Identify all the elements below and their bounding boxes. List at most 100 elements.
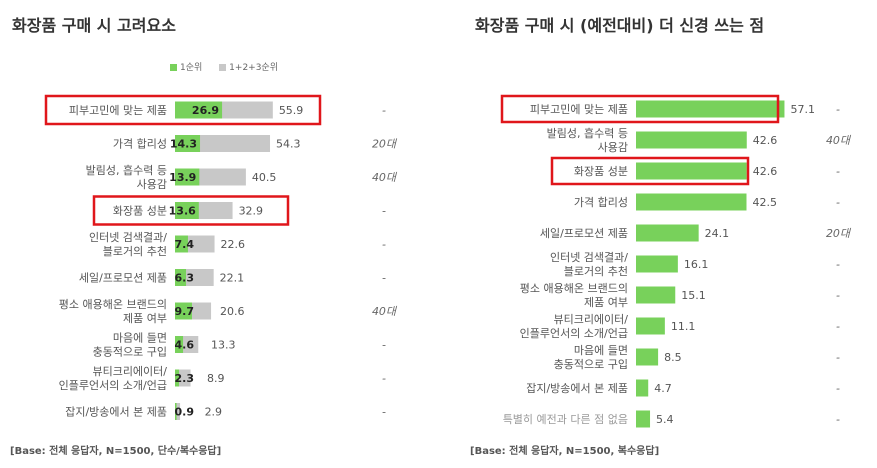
annotation-label: - [836,258,840,271]
bar-value [636,100,785,118]
data-label-top3: 22.1 [220,272,245,285]
annotation-label: - [836,165,840,178]
annotation-label: 20대 [826,227,852,240]
category-label: 잡지/방송에서 본 제품 [65,406,167,419]
data-label-value: 42.5 [753,196,778,209]
legend-top3-rank: 1+2+3순위 [219,63,278,73]
annotation-label: - [836,382,840,395]
annotation-label: - [382,205,386,218]
category-label: 가격 합리성 [113,138,167,151]
bar-value [636,255,678,273]
bar-top3 [175,403,181,420]
annotation-label: - [382,104,386,117]
bar-first [175,403,177,420]
annotation-label: - [836,413,840,426]
category-label: 제품 여부 [584,296,628,309]
category-label: 화장품 성분 [113,205,167,218]
left-chart-panel: 화장품 구매 시 고려요소 1순위 1+2+3순위 26.9 55.9 피부고민에 … [10,16,398,457]
bar-value [636,193,747,211]
data-label-value: 11.1 [671,320,696,333]
left-base-note: [Base: 전체 응답자, N=1500, 단수/복수응답] [10,446,222,457]
category-label: 발림성, 흡수력 등 [547,126,628,140]
data-label-value: 42.6 [753,134,778,147]
data-label-first: 4.6 [175,339,195,352]
highlight-box [44,94,322,126]
highlight-box [550,156,750,186]
category-label: 피부고민에 맞는 제품 [530,103,628,116]
highlight-box [500,94,780,124]
category-label: 제품 여부 [123,312,167,325]
left-chart-legend: 1순위 1+2+3순위 [170,60,278,73]
data-label-first: 9.7 [175,305,195,318]
category-label: 사용감 [137,178,167,191]
data-label-value: 15.1 [681,289,706,302]
data-label-top3: 40.5 [252,171,277,184]
annotation-label: 40대 [372,171,398,184]
category-label: 인터넷 검색결과/ [550,251,628,264]
right-base-note: [Base: 전체 응답자, N=1500, 복수응답] [470,446,660,457]
data-label-top3: 13.3 [211,339,236,352]
data-label-value: 24.1 [705,227,730,240]
category-label: 블로거의 추천 [564,264,628,278]
annotation-label: 40대 [372,305,398,318]
category-label: 잡지/방송에서 본 제품 [526,382,628,395]
data-label-value: 8.5 [664,351,682,364]
bar-value [636,410,651,428]
category-label: 충동적으로 구입 [93,346,167,359]
data-label-value: 4.7 [654,382,672,395]
category-label: 마음에 들면 [113,332,167,345]
category-label: 뷰티크리에이터/ [553,313,628,326]
category-label: 인플루언서의 소개/언급 [59,379,167,392]
left-chart-svg: 26.9 55.9 피부고민에 맞는 제품 - 14.3 54.3 가격 합리성 20대 13.… [44,94,398,420]
bar-first [175,336,184,353]
category-label: 평소 애용해온 브랜드의 [59,297,167,311]
category-label: 세일/프로모션 제품 [540,226,628,240]
category-label: 특별히 예전과 다른 점 없음 [503,412,628,426]
data-label-top3: 32.9 [239,205,264,218]
bar-value [636,131,747,149]
annotation-label: - [382,406,386,419]
bar-value [636,348,659,366]
data-label-top3: 54.3 [276,138,301,151]
category-label: 발림성, 흡수력 등 [86,163,167,177]
bar-value [636,317,665,335]
data-label-top3: 20.6 [220,305,245,318]
annotation-label: - [382,272,386,285]
right-chart-title: 화장품 구매 시 (예전대비) 더 신경 쓰는 점 [475,16,765,35]
data-label-top3: 55.9 [279,104,304,117]
category-label: 블로거의 추천 [103,244,167,258]
category-label: 충동적으로 구입 [554,358,628,371]
highlight-box [92,195,290,226]
data-label-first: 13.9 [169,171,196,184]
bar-first [175,202,199,219]
bar-first [175,302,192,320]
data-label-first: 6.3 [175,272,195,285]
right-chart-panel: 화장품 구매 시 (예전대비) 더 신경 쓰는 점 57.1 피부고민에 맞는 제… [440,0,877,468]
legend-swatch-green [170,64,177,71]
data-label-value: 5.4 [656,413,674,426]
bar-value [636,224,699,242]
annotation-label: - [836,196,840,209]
bar-first [175,369,180,387]
data-label-value: 57.1 [790,103,815,116]
legend-first-rank: 1순위 [170,63,202,73]
category-label: 평소 애용해온 브랜드의 [520,281,628,295]
bar-first [175,135,201,152]
bar-value [636,162,747,180]
category-label: 세일/프로모션 제품 [79,271,167,285]
data-label-value: 16.1 [684,258,709,271]
data-label-first: 26.9 [192,104,219,117]
category-label: 가격 합리성 [574,196,628,209]
data-label-value: 42.6 [753,165,778,178]
bar-first [175,101,223,119]
category-label: 화장품 성분 [574,165,628,178]
bar-value [636,379,649,397]
legend-first-label: 1순위 [180,63,203,73]
data-label-first: 7.4 [175,238,195,251]
category-label: 뷰티크리에이터/ [92,365,167,378]
data-label-first: 0.9 [175,406,195,419]
bar-first [175,269,187,286]
legend-top3-label: 1+2+3순위 [229,63,278,73]
bar-first [175,235,188,253]
